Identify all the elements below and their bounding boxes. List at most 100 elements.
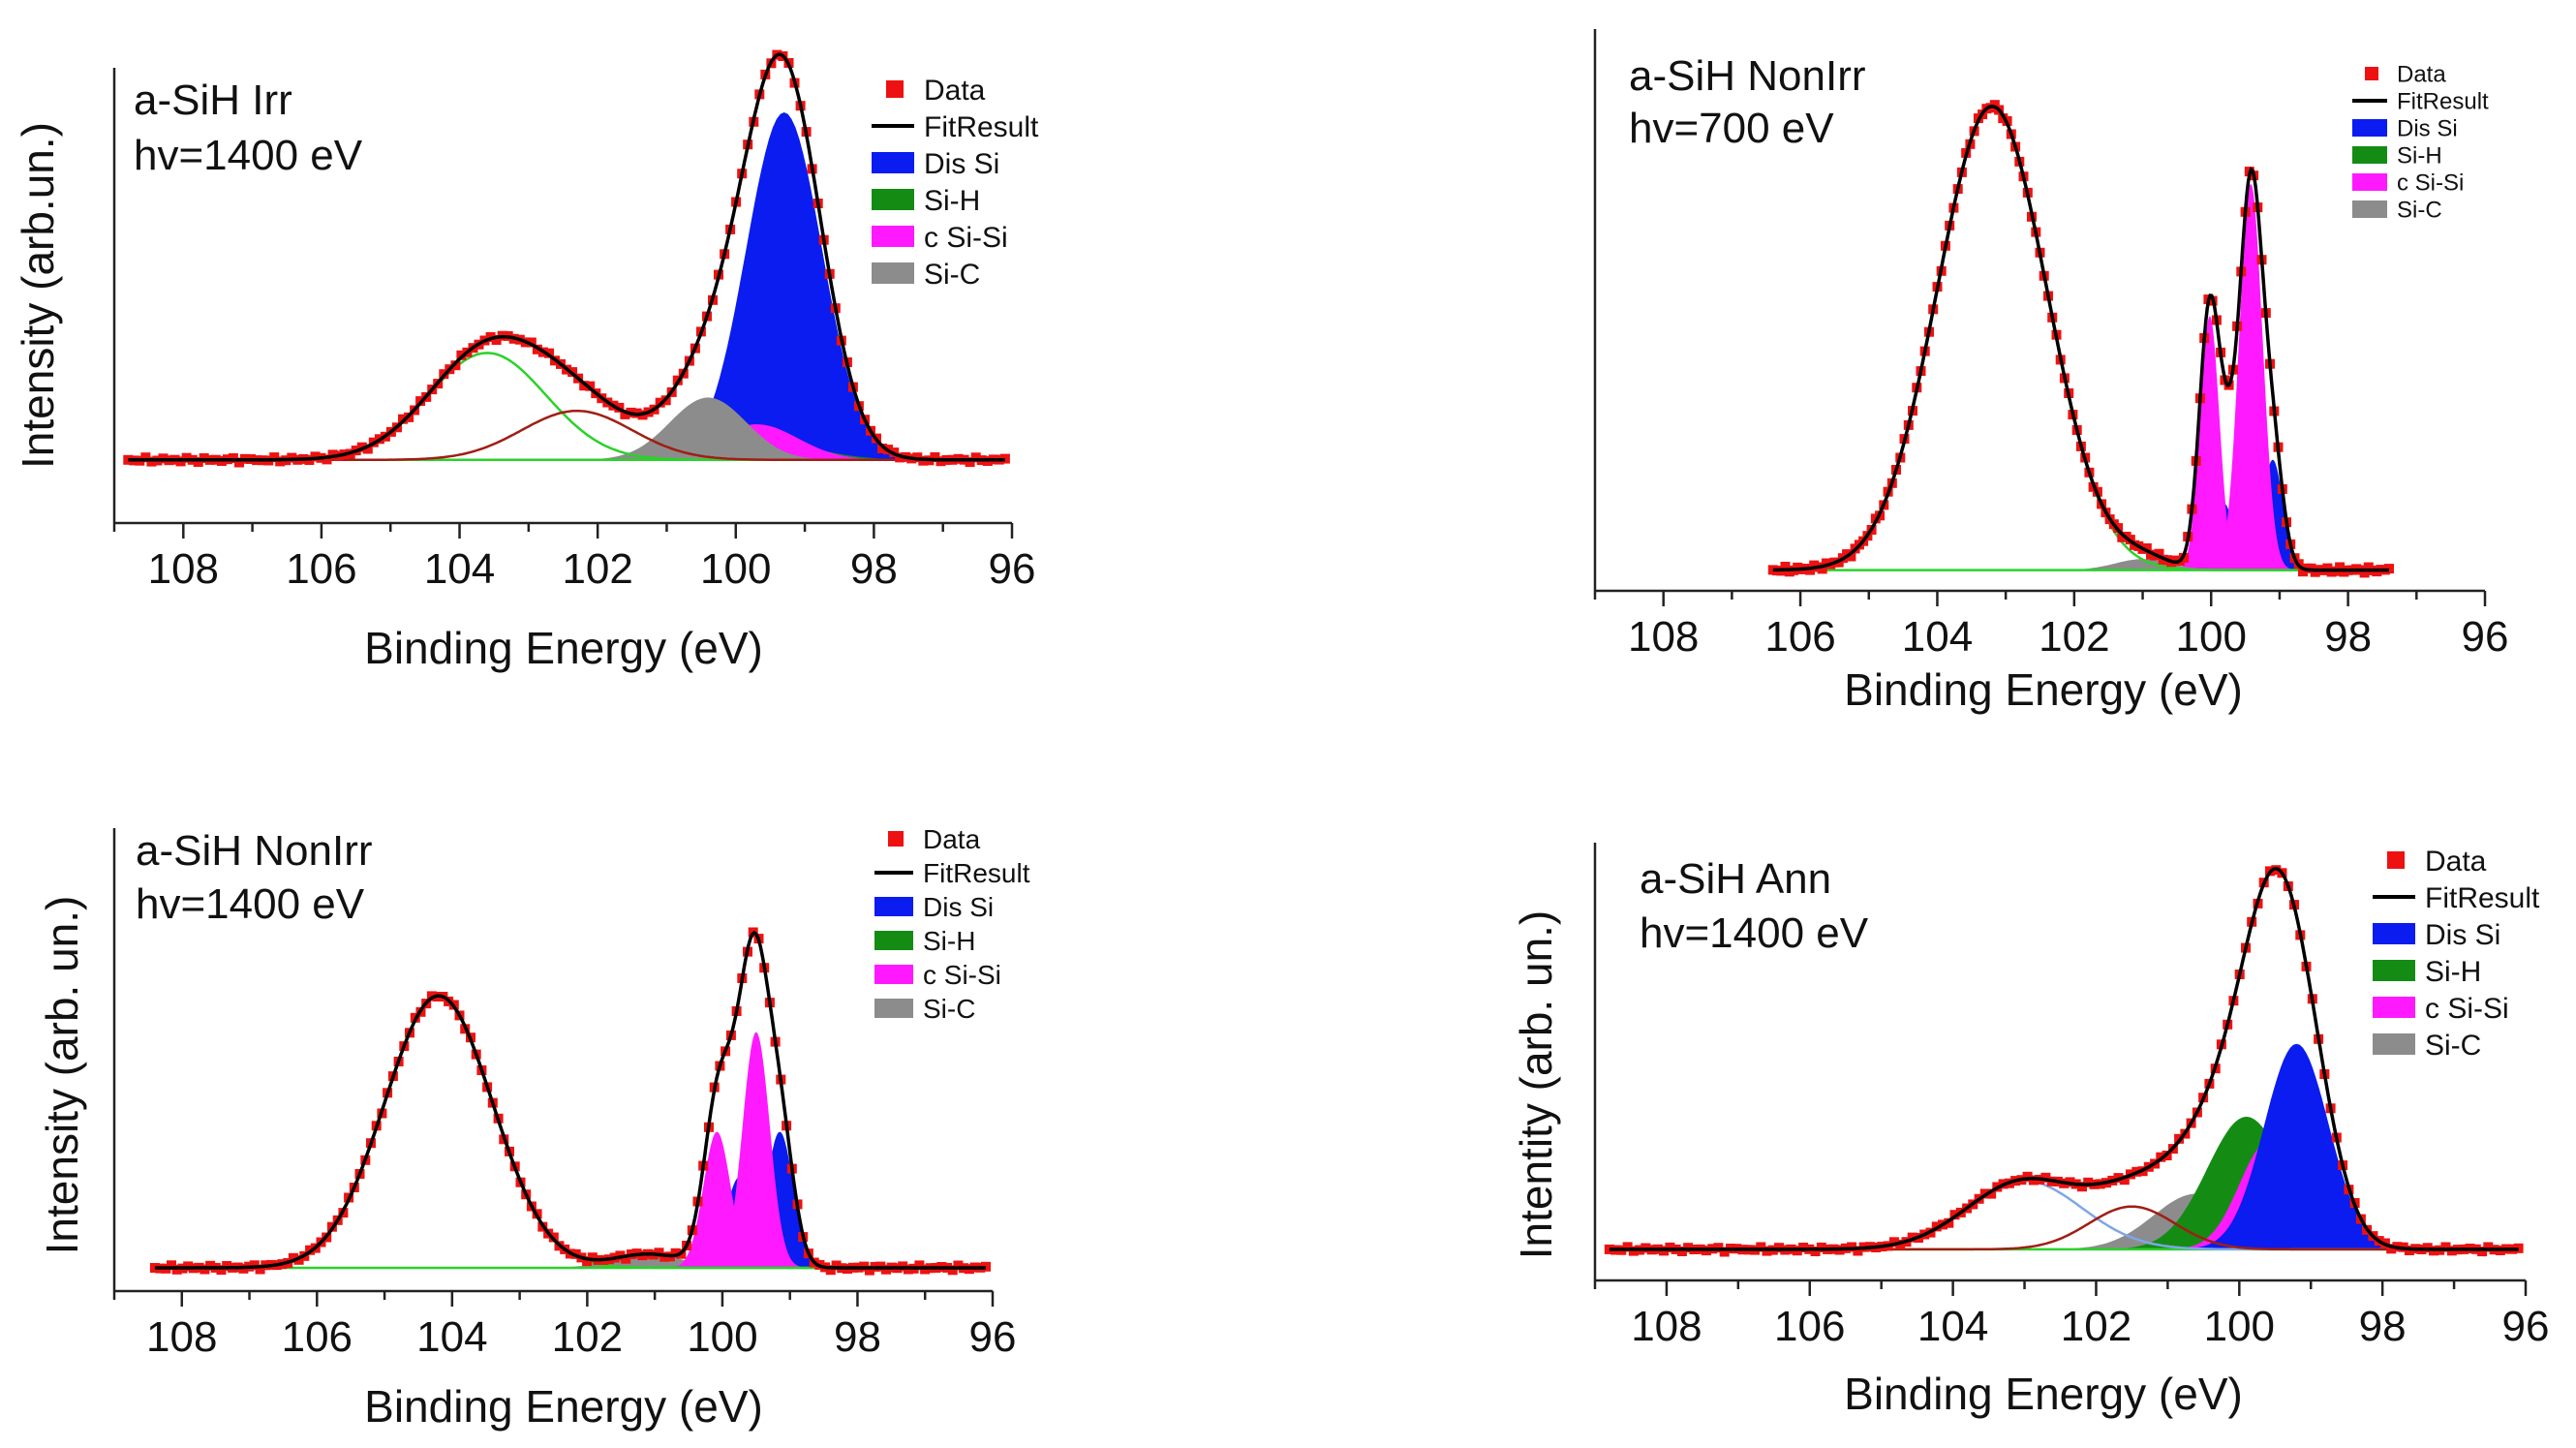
data-point (654, 1248, 664, 1258)
data-point (140, 452, 151, 463)
x-tick-label: 108 (1631, 1303, 1702, 1350)
peak-fill-csi (702, 1032, 811, 1268)
axes: 108 106 104 102 100 98 96 (1593, 843, 2549, 1350)
data-points (149, 927, 991, 1276)
data-point (1798, 1243, 1809, 1252)
data-point (1756, 1242, 1766, 1252)
x-tick-label: 102 (2061, 1303, 2131, 1350)
legend-label-fit: FitResult (2425, 882, 2540, 914)
component-line-green_line (154, 994, 986, 1270)
x-axis-title: Binding Energy (eV) (1844, 1369, 2243, 1419)
data-point (970, 452, 981, 463)
legend-swatch-csi (2352, 173, 2387, 191)
legend-label-fit: FitResult (2397, 89, 2489, 115)
data-point (228, 453, 238, 463)
data-point (947, 1265, 958, 1276)
data-point (1816, 1242, 1826, 1252)
y-axis-title: Intensity (arb. un.) (37, 896, 87, 1255)
data-point (582, 1256, 593, 1267)
legend-label-fit: FitResult (923, 858, 1030, 888)
data-points (1767, 100, 2394, 578)
x-tick-label: 98 (850, 545, 898, 593)
x-tick-label: 106 (1774, 1303, 1845, 1350)
legend-swatch-dis (2373, 923, 2415, 944)
legend-label-dis: Dis Si (2425, 919, 2500, 951)
x-tick-label: 100 (687, 1313, 757, 1361)
data-point (2083, 1177, 2094, 1187)
panel-irr-1400: 108 106 104 102 100 98 96 a-SiH Irr hv=1400 eV… (13, 49, 1039, 673)
data-point (2359, 568, 2370, 578)
fit-line (128, 52, 1005, 462)
peak-fill-sic (2033, 559, 2253, 570)
legend-swatch-csi (2373, 997, 2415, 1018)
axes: 108 106 104 102 100 98 96 (112, 828, 1016, 1361)
data-point (1719, 1247, 1730, 1257)
panel-subtitle: hv=1400 eV (136, 880, 365, 928)
legend-label-sic: Si-C (924, 259, 980, 291)
data-point (193, 457, 203, 467)
x-tick-label: 108 (148, 545, 219, 593)
x-tick-label: 100 (2176, 613, 2247, 661)
legend-label-sih: Si-H (924, 185, 980, 217)
data-point (825, 1265, 836, 1276)
x-tick-label: 100 (2204, 1303, 2275, 1350)
data-point (322, 454, 332, 465)
legend-label-fit: FitResult (924, 111, 1039, 143)
data-point (310, 451, 321, 462)
data-point (526, 337, 537, 348)
legend-label-sic: Si-C (2397, 198, 2442, 224)
panel-title: a-SiH NonIrr (1629, 52, 1866, 100)
data-point (1665, 1242, 1675, 1252)
data-point (491, 335, 502, 345)
data-point (587, 1252, 598, 1263)
legend-label-dis: Dis Si (923, 892, 994, 922)
axes: 108 106 104 102 100 98 96 (1593, 29, 2509, 661)
x-tick-label: 108 (1628, 613, 1699, 661)
legend-swatch-csi (874, 965, 913, 984)
data-point (1986, 1188, 1997, 1199)
panel-title: a-SiH Irr (134, 77, 292, 124)
component-lines (154, 994, 986, 1270)
data-point (877, 444, 888, 453)
data-point (222, 1261, 232, 1271)
legend-swatch-sic (872, 262, 914, 284)
legend-swatch-sic (2373, 1033, 2415, 1055)
peak-fill-csi (662, 1131, 772, 1268)
x-tick-label: 104 (424, 545, 495, 593)
legend-label-csi: c Si-Si (923, 960, 1001, 990)
data-point (2119, 1175, 2130, 1186)
peak-fill-dis (2167, 1043, 2426, 1249)
fit-result-line (128, 52, 1005, 462)
component-fills (2033, 183, 2315, 570)
data-point (914, 1260, 925, 1271)
fit-result-line (1772, 105, 2389, 572)
legend-label-sih: Si-H (2397, 143, 2442, 169)
legend-label-sic: Si-C (923, 994, 975, 1024)
legend-label-csi: c Si-Si (924, 222, 1008, 254)
data-point (2022, 1171, 2033, 1182)
legend-label-data: Data (923, 824, 981, 854)
peak-fill-dis (725, 1131, 834, 1268)
x-tick-label: 98 (2324, 613, 2372, 661)
x-tick-label: 106 (282, 1313, 353, 1361)
component-lines (1772, 105, 2389, 571)
legend-marker-data (888, 831, 904, 847)
legend-label-data: Data (2397, 62, 2446, 88)
data-point (544, 348, 554, 358)
x-tick-label: 104 (1902, 613, 1973, 661)
x-tick-label: 96 (2462, 613, 2509, 661)
legend-swatch-sih (2373, 960, 2415, 981)
data-point (167, 1260, 176, 1271)
x-tick-label: 96 (989, 545, 1036, 593)
legend-swatch-dis (872, 152, 914, 173)
axes: 108 106 104 102 100 98 96 (112, 68, 1036, 593)
legend-swatch-sih (874, 931, 913, 950)
legend-label-csi: c Si-Si (2425, 993, 2509, 1025)
data-point (1944, 1217, 1954, 1228)
peak-fill-sic (512, 1253, 783, 1268)
x-tick-label: 102 (552, 1313, 623, 1361)
